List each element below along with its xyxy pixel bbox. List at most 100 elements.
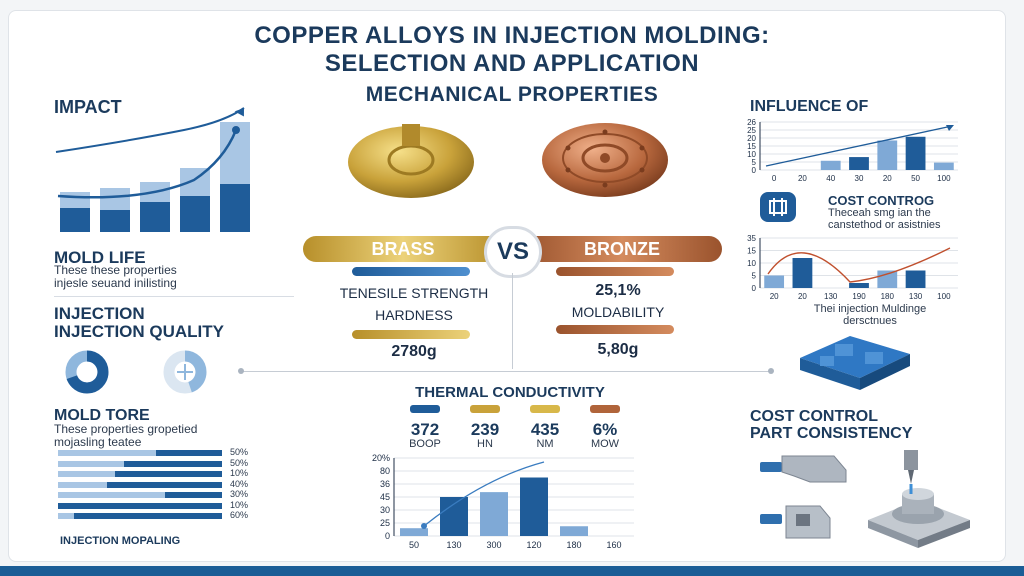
- thermal-color-chip: [410, 405, 440, 413]
- mold-parts-icon: [760, 455, 847, 539]
- divider-dot-right: [768, 368, 774, 374]
- mold-tore-bar-percent: 60%: [230, 510, 249, 520]
- mold-tore-text: These properties gropetied mojasling tea…: [54, 423, 197, 449]
- mold-tore-bar-percent: 50%: [230, 447, 249, 457]
- trend-line: [423, 461, 545, 527]
- bronze-value: 5,80g: [597, 341, 639, 358]
- chart-bar: [560, 526, 588, 536]
- x-tick-label: 20: [798, 174, 807, 183]
- cost-control-text-1: Theceah smg ian the: [828, 207, 931, 219]
- cost-control-icon: [760, 192, 796, 222]
- x-tick-label: 180: [881, 292, 895, 301]
- x-tick-label: 120: [526, 540, 541, 550]
- impact-bar-chart: [55, 107, 250, 232]
- mold-tore-bar-row: 50%: [58, 457, 258, 468]
- injection-mopaling-label: INJECTION MOPALING: [60, 535, 181, 547]
- title-line-2: SELECTION AND APPLICATION: [324, 50, 700, 77]
- thermal-unit: HN: [477, 438, 493, 450]
- cost-control-text-2: canstethod or asistnies: [828, 219, 941, 231]
- part-consistency-title: PART CONSISTENCY: [750, 425, 913, 442]
- x-tick-label: 30: [855, 174, 864, 183]
- thermal-stat: 6% MOW: [575, 405, 635, 450]
- injection-heading-2: INJECTION QUALITY: [54, 322, 225, 341]
- gear-box-icon: [769, 198, 787, 216]
- mold-tore-bar-row: 60%: [58, 510, 258, 520]
- thermal-title: THERMAL CONDUCTIVITY: [415, 384, 605, 401]
- bronze-percent: 25,1%: [595, 282, 641, 299]
- y-tick-label: 5: [752, 272, 757, 281]
- mold-tore-heading: MOLD TORE: [54, 407, 150, 424]
- thermal-unit: NM: [536, 438, 554, 450]
- brass-label: BRASS: [371, 238, 435, 259]
- thermal-value: 435: [530, 420, 560, 439]
- mold-tore-bar-row: 40%: [58, 479, 258, 489]
- chart-bar: [849, 157, 869, 170]
- mold-tore-bar-fill: [107, 481, 222, 488]
- cost-control-box-text: Theceah smg ian the canstethod or asistn…: [828, 207, 941, 231]
- chart-bar: [905, 136, 926, 170]
- footer-bar: [0, 566, 1024, 576]
- bronze-disc: [542, 123, 668, 197]
- cost-chart-caption: Thei injection Muldinge dersctnues: [790, 303, 950, 327]
- y-tick-label: 26: [747, 118, 756, 127]
- mold-block-icon: [800, 336, 910, 390]
- injection-quality-heading: INJECTION INJECTION QUALITY: [54, 305, 224, 341]
- cost-control-box-title: COST CONTROG: [828, 193, 935, 208]
- bronze-moldability-bar: [556, 325, 674, 334]
- mold-tore-bar-percent: 50%: [230, 457, 249, 468]
- y-tick-label: 80: [380, 466, 390, 476]
- brass-hardness-bar: [352, 330, 470, 339]
- bronze-label: BRONZE: [584, 238, 660, 259]
- injection-heading-1: INJECTION: [54, 304, 145, 323]
- y-tick-label: 0: [385, 531, 390, 541]
- y-tick-label: 30: [380, 505, 390, 515]
- thermal-stat: 435 NM: [515, 405, 575, 450]
- mold-life-text-1: These these properties: [54, 263, 177, 277]
- bronze-label-bar: BRONZE: [522, 236, 722, 262]
- x-tick-label: 20: [798, 292, 807, 301]
- impact-trend-line: [55, 107, 245, 153]
- y-tick-label: 0: [752, 166, 757, 175]
- chart-bar: [480, 492, 508, 536]
- mold-life-text: These these properties injesle seuand in…: [54, 264, 177, 290]
- y-tick-label: 15: [747, 247, 756, 256]
- mold-life-text-2: injesle seuand inilisting: [54, 276, 177, 290]
- left-divider: [54, 296, 294, 297]
- mold-tore-bar-fill: [115, 471, 222, 477]
- cost-control-heading: COST CONTROL PART CONSISTENCY: [750, 408, 912, 442]
- chart-bar: [440, 497, 468, 536]
- title-line-1: COPPER ALLOYS IN INJECTION MOLDING:: [254, 22, 770, 49]
- mold-tore-text-2: mojasling teatee: [54, 435, 142, 449]
- thermal-stat: 372 BOOP: [395, 405, 455, 450]
- page-title: COPPER ALLOYS IN INJECTION MOLDING: SELE…: [150, 22, 874, 78]
- x-tick-label: 100: [937, 174, 951, 183]
- chart-bar: [877, 270, 898, 288]
- mold-tore-bar-track: [58, 450, 222, 456]
- y-tick-label: 20: [747, 134, 756, 143]
- x-tick-label: 100: [937, 292, 951, 301]
- x-tick-label: 160: [606, 540, 621, 550]
- y-tick-label: 35: [747, 234, 756, 243]
- donut-1-fill: [65, 350, 109, 394]
- mold-tore-bar-fill: [58, 502, 222, 509]
- mold-tore-bar-row: 10%: [58, 500, 258, 510]
- mold-tore-text-1: These properties gropetied: [54, 422, 198, 436]
- mold-life-heading: MOLD LIFE: [54, 248, 146, 267]
- tensile-strength-label: TENESILE STRENGTH: [339, 285, 489, 301]
- mold-tore-bar-track: [58, 492, 222, 498]
- divider-dot-left: [238, 368, 244, 374]
- x-tick-label: 40: [826, 174, 835, 183]
- section-subtitle: MECHANICAL PROPERTIES: [365, 83, 659, 106]
- mold-tore-bar-fill: [156, 450, 222, 456]
- chart-bar: [933, 162, 954, 170]
- cost-chart: 0 5 10 15 35 20 20 130 190 180 130 100: [747, 234, 958, 301]
- chart-bar: [792, 258, 813, 288]
- chart-bar: [905, 270, 926, 288]
- mold-tore-bar-row: 30%: [58, 489, 258, 499]
- y-tick-label: 10: [747, 150, 756, 159]
- mold-tore-bar-percent: 10%: [230, 468, 249, 478]
- mold-tore-bar-percent: 30%: [230, 489, 249, 499]
- y-tick-label: 20%: [372, 454, 390, 463]
- y-tick-label: 25: [747, 126, 756, 135]
